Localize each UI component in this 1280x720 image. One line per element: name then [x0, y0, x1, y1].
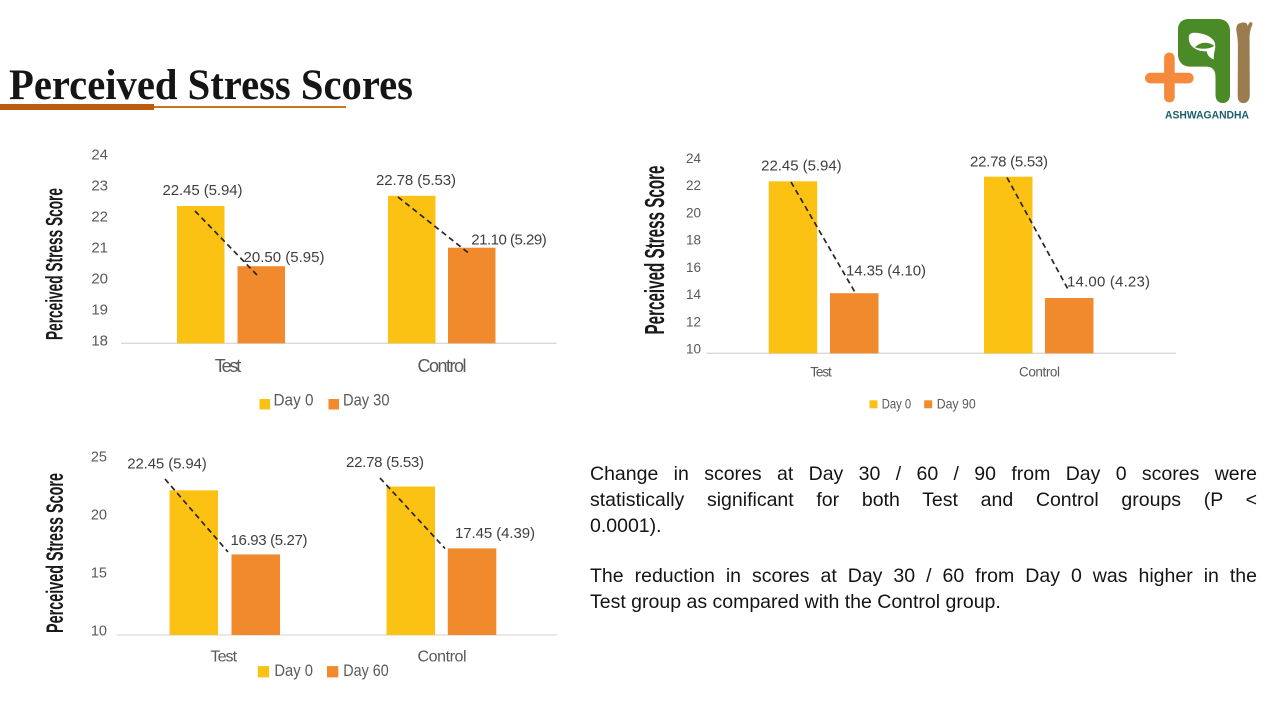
svg-text:Day 30: Day 30 [343, 391, 390, 410]
svg-text:16.93 (5.27): 16.93 (5.27) [231, 532, 308, 549]
svg-text:10: 10 [91, 624, 107, 640]
svg-text:24: 24 [686, 151, 702, 166]
svg-text:19: 19 [91, 302, 108, 319]
svg-text:22.78 (5.53): 22.78 (5.53) [970, 154, 1048, 171]
svg-text:22.78 (5.53): 22.78 (5.53) [346, 454, 424, 471]
svg-text:20: 20 [91, 508, 107, 524]
svg-text:21.10 (5.29): 21.10 (5.29) [471, 232, 547, 249]
svg-text:22.45 (5.94): 22.45 (5.94) [127, 456, 207, 473]
svg-text:22.45 (5.94): 22.45 (5.94) [761, 158, 842, 175]
svg-text:Perceived Stress Score: Perceived Stress Score [42, 473, 69, 633]
svg-text:21: 21 [91, 240, 108, 257]
svg-text:14.35 (4.10): 14.35 (4.10) [846, 263, 926, 280]
svg-text:Perceived Stress Score: Perceived Stress Score [42, 188, 69, 340]
svg-text:20.50 (5.95): 20.50 (5.95) [244, 249, 325, 266]
svg-text:Test: Test [215, 356, 242, 376]
svg-text:12: 12 [686, 314, 701, 329]
svg-text:23: 23 [91, 178, 108, 195]
svg-text:Control: Control [1019, 365, 1060, 380]
svg-text:Test: Test [211, 649, 238, 666]
svg-text:24: 24 [91, 147, 108, 164]
svg-text:Day 60: Day 60 [343, 661, 388, 680]
svg-text:20: 20 [91, 271, 108, 288]
svg-text:22.78 (5.53): 22.78 (5.53) [376, 172, 456, 189]
svg-text:22.45 (5.94): 22.45 (5.94) [163, 182, 243, 199]
svg-text:17.45 (4.39): 17.45 (4.39) [455, 525, 535, 542]
svg-text:Day 0: Day 0 [882, 396, 912, 412]
svg-text:Day 90: Day 90 [937, 396, 976, 412]
svg-text:15: 15 [91, 566, 107, 582]
svg-text:Day 0: Day 0 [274, 661, 313, 680]
svg-text:20: 20 [686, 205, 701, 220]
svg-text:14: 14 [686, 287, 702, 302]
svg-text:22: 22 [686, 178, 701, 193]
svg-text:22: 22 [91, 209, 108, 226]
svg-text:16: 16 [686, 260, 701, 275]
svg-text:18: 18 [686, 233, 701, 248]
svg-text:14.00 (4.23): 14.00 (4.23) [1067, 274, 1150, 291]
svg-text:18: 18 [91, 333, 108, 350]
svg-text:10: 10 [686, 342, 701, 357]
svg-text:Day 0: Day 0 [274, 391, 314, 410]
svg-text:Test: Test [810, 365, 832, 380]
svg-text:Control: Control [418, 649, 467, 666]
svg-text:ASHWAGANDHA: ASHWAGANDHA [1165, 110, 1249, 122]
svg-text:Control: Control [418, 356, 467, 376]
svg-text:25: 25 [91, 449, 107, 465]
svg-text:Perceived Stress Score: Perceived Stress Score [639, 166, 670, 335]
